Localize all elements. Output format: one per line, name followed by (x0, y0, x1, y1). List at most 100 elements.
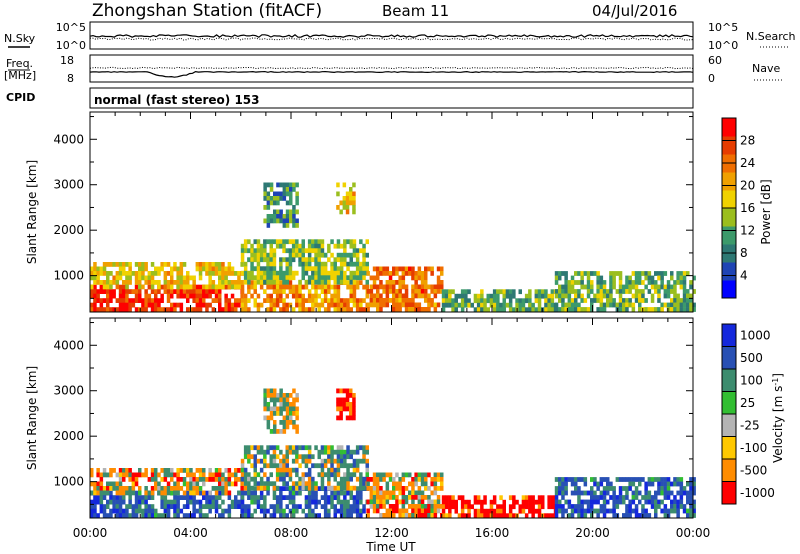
power-cell (285, 270, 289, 276)
velocity-cell (499, 508, 503, 514)
velocity-cell (163, 486, 168, 491)
power-cell (253, 302, 257, 308)
velocity-cell (365, 467, 369, 473)
velocity-cell (243, 504, 248, 509)
velocity-cell (333, 458, 337, 464)
velocity-cell (666, 495, 671, 500)
velocity-cell (198, 513, 203, 518)
power-cell (301, 302, 305, 308)
velocity-cell (272, 485, 277, 491)
power-cell (247, 279, 251, 285)
velocity-cell (273, 420, 277, 425)
power-cell (554, 275, 559, 281)
power-cell (502, 302, 506, 308)
power-cell (561, 271, 565, 276)
velocity-cell (395, 504, 399, 509)
power-cell (670, 298, 674, 303)
power-cell (269, 298, 273, 303)
velocity-cell (273, 402, 277, 407)
power-cell (454, 293, 458, 299)
velocity-cell (288, 495, 293, 500)
velocity-cell (272, 458, 277, 464)
power-cell (311, 307, 315, 312)
power-cell (128, 289, 132, 294)
power-cell (609, 289, 613, 294)
velocity-cell (473, 513, 478, 519)
power-cell (234, 302, 238, 308)
power-cell (291, 243, 296, 249)
velocity-cell (311, 485, 315, 491)
velocity-cell (625, 513, 629, 518)
velocity-cell (99, 472, 104, 478)
velocity-cell (448, 495, 452, 501)
power-cell (147, 271, 152, 276)
power-cell (508, 293, 513, 299)
power-cell (333, 270, 337, 276)
power-cell (205, 266, 209, 272)
power-cell (109, 271, 113, 276)
velocity-cell (564, 508, 568, 514)
velocity-cell (359, 458, 363, 464)
velocity-cell (339, 481, 344, 487)
velocity-cell (144, 499, 148, 505)
velocity-cell (230, 472, 235, 478)
velocity-cell (586, 490, 591, 496)
velocity-cell (269, 445, 273, 451)
power-cell (398, 280, 402, 285)
velocity-cell (99, 481, 104, 487)
power-cell (650, 307, 655, 312)
velocity-cell (349, 504, 353, 509)
velocity-cell (147, 504, 152, 509)
power-cell (362, 252, 366, 258)
velocity-cell (234, 481, 238, 487)
velocity-cell (628, 508, 632, 514)
velocity-cell (682, 486, 687, 491)
power-cell (355, 284, 360, 290)
velocity-cell (122, 477, 126, 482)
velocity-cell (106, 481, 110, 487)
velocity-colorbar-tick-label: 100 (740, 373, 763, 387)
velocity-cell (253, 486, 257, 491)
velocity-cell (606, 481, 610, 487)
power-cell (189, 289, 193, 294)
velocity-cell (382, 504, 386, 509)
power-cell (460, 289, 465, 295)
power-cell (99, 307, 104, 312)
power-cell (230, 271, 235, 276)
velocity-cell (339, 445, 344, 451)
power-cell (147, 298, 152, 303)
velocity-cell (176, 504, 180, 509)
power-cell (266, 252, 270, 258)
power-cell (534, 293, 539, 299)
velocity-cell (392, 486, 396, 491)
velocity-cell (679, 499, 684, 505)
velocity-cell (339, 508, 344, 514)
power-cell (628, 289, 632, 294)
power-cell (654, 280, 658, 285)
power-cell (496, 289, 500, 295)
power-cell (349, 187, 353, 192)
velocity-cell (433, 472, 438, 478)
power-cell (366, 271, 370, 276)
velocity-cell (362, 454, 366, 460)
power-cell (314, 261, 318, 267)
power-cell (291, 270, 296, 276)
velocity-cell (157, 490, 161, 496)
velocity-cell (112, 481, 116, 487)
power-cell (195, 298, 200, 303)
power-cell (237, 275, 241, 281)
velocity-cell (288, 508, 293, 514)
velocity-cell (291, 458, 296, 464)
power-cell (292, 214, 296, 219)
velocity-cell (647, 490, 652, 496)
velocity-cell (307, 454, 312, 460)
velocity-cell (166, 481, 171, 487)
velocity-cell (263, 402, 267, 407)
power-cell (99, 271, 104, 276)
power-cell (359, 298, 363, 303)
power-cell (266, 270, 270, 276)
velocity-cell (134, 472, 139, 478)
power-cell (339, 252, 344, 258)
velocity-cell (346, 467, 350, 473)
